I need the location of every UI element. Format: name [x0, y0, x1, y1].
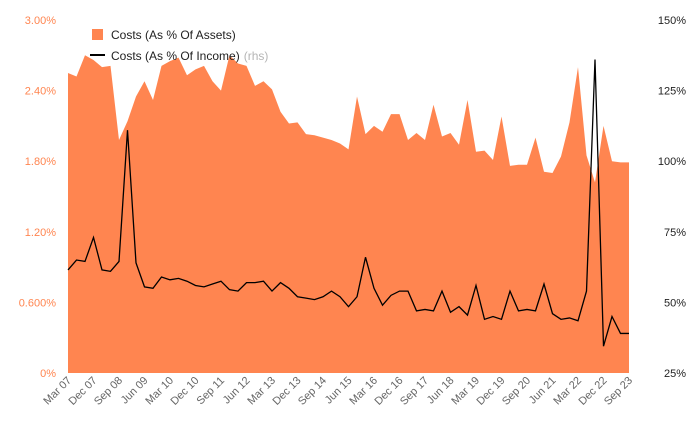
right-tick-label: 75%: [664, 227, 686, 239]
series-line-income: [67, 59, 629, 347]
legend-label-income: Costs (As % Of Income) (rhs): [111, 49, 268, 63]
legend-label-rhs: (rhs): [244, 49, 269, 63]
right-tick-label: 125%: [658, 86, 686, 98]
right-tick-label: 150%: [658, 15, 686, 27]
right-tick-label: 100%: [658, 156, 686, 168]
legend-label-assets: Costs (As % Of Assets): [111, 28, 236, 42]
left-tick-label: 2.40%: [25, 86, 56, 98]
right-tick-label: 25%: [664, 368, 686, 380]
x-tick-label: Sep 17: [398, 375, 431, 408]
x-tick-label: Dec 10: [168, 375, 201, 408]
left-tick-label: 3.00%: [25, 15, 56, 27]
left-axis: 0% 0.600% 1.20% 1.80% 2.40% 3.00%: [19, 15, 57, 380]
left-tick-label: 0.600%: [19, 297, 57, 309]
right-tick-label: 50%: [664, 297, 686, 309]
left-tick-label: 1.80%: [25, 156, 56, 168]
legend-label-income-text: Costs (As % Of Income): [111, 49, 240, 63]
right-axis: 25% 50% 75% 100% 125% 150%: [658, 15, 686, 380]
x-tick-label: Sep 14: [296, 375, 329, 408]
x-tick-label: Sep 23: [602, 375, 635, 408]
legend: Costs (As % Of Assets) Costs (As % Of In…: [90, 28, 268, 63]
x-tick-label: Sep 11: [195, 375, 228, 408]
left-tick-label: 1.20%: [25, 227, 56, 239]
series-area-assets: [68, 55, 629, 374]
plot-area: [67, 55, 629, 374]
legend-swatch-assets: [92, 29, 103, 40]
left-tick-label: 0%: [40, 368, 56, 380]
x-tick-label: Sep 08: [92, 375, 125, 408]
x-tick-label: Sep 20: [500, 375, 533, 408]
